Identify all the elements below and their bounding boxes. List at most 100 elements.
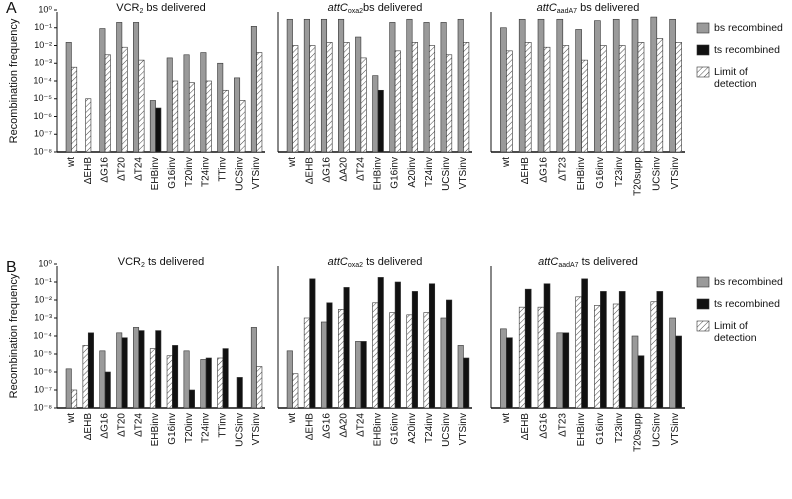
- bar: [612, 18, 620, 153]
- bar: [222, 348, 229, 409]
- bar: [440, 317, 447, 409]
- bar: [326, 302, 333, 409]
- bar: [355, 36, 362, 153]
- x-tick-label: T24inv: [201, 157, 212, 187]
- x-tick-label: T23inv: [614, 157, 625, 187]
- x-tick-label: ΔT20: [117, 413, 128, 437]
- bar: [360, 57, 367, 153]
- bar: [320, 321, 328, 409]
- title-part: 2: [139, 8, 143, 15]
- bar: [200, 359, 207, 409]
- bar: [618, 45, 626, 153]
- bar: [406, 314, 413, 409]
- title-part: oxa2: [348, 8, 363, 15]
- x-tick-label: wt: [66, 157, 77, 168]
- bar: [155, 330, 162, 409]
- bar: [155, 107, 162, 153]
- bar: [71, 66, 78, 153]
- y-tick-label: 10⁻³: [34, 312, 52, 322]
- bar: [506, 337, 513, 409]
- bar: [669, 18, 676, 153]
- bar: [172, 80, 179, 153]
- panel-title: attCaadA7 bs delivered: [537, 2, 640, 15]
- title-part: bs delivered: [143, 2, 205, 14]
- bar: [121, 337, 128, 409]
- bar: [239, 100, 246, 153]
- y-tick-label: 10⁻⁴: [33, 330, 52, 340]
- x-tick-label: ΔG16: [100, 157, 111, 183]
- title-part: oxa2: [348, 262, 363, 269]
- y-tick-label: 10⁻⁸: [33, 402, 52, 412]
- bar: [600, 291, 607, 409]
- title-part: aadA7: [557, 8, 577, 15]
- x-tick-label: G16inv: [390, 413, 401, 445]
- bar: [372, 75, 379, 153]
- bar: [256, 52, 263, 153]
- title-part: attC: [328, 256, 348, 268]
- title-part: bs delivered: [363, 2, 422, 14]
- legend-entry: ts recombined: [714, 44, 780, 56]
- y-tick-label: 10⁻⁴: [33, 75, 52, 85]
- x-tick-label: UCSinv: [234, 157, 245, 191]
- x-tick-label: G16inv: [167, 413, 178, 445]
- x-tick-label: UCSinv: [234, 413, 245, 447]
- bar: [104, 371, 111, 409]
- x-tick-label: UCSinv: [651, 157, 662, 191]
- legend-label: ts recombined: [714, 298, 780, 310]
- bar: [594, 305, 601, 409]
- bar: [575, 296, 582, 409]
- y-tick-label: 10⁻⁵: [34, 93, 53, 103]
- legend-swatch: [696, 66, 710, 78]
- x-tick-label: ΔT20: [117, 157, 128, 181]
- bar: [463, 42, 470, 153]
- bar: [637, 42, 645, 153]
- bar: [133, 22, 140, 153]
- bar: [338, 309, 345, 409]
- bar: [581, 278, 588, 409]
- bar: [656, 38, 664, 153]
- x-tick-label: VTSinv: [670, 413, 681, 445]
- y-tick-label: 10⁻⁶: [34, 111, 53, 121]
- y-tick-label: 10⁻⁷: [34, 129, 52, 139]
- bar: [675, 335, 682, 409]
- bar: [524, 42, 532, 153]
- x-tick-label: A20inv: [407, 413, 418, 444]
- x-tick-label: EHBinv: [576, 157, 587, 190]
- bar: [556, 18, 564, 153]
- x-tick-label: EHBinv: [373, 157, 384, 190]
- y-tick-label: 10⁻¹: [34, 22, 52, 32]
- legend-label: Limit of detection: [714, 66, 757, 90]
- x-tick-label: ΔT24: [133, 157, 144, 181]
- y-tick-label: 10⁻⁸: [33, 146, 52, 156]
- title-part: attC: [328, 2, 348, 14]
- title-part: attC: [537, 2, 557, 14]
- bar: [309, 45, 316, 153]
- bar: [500, 27, 507, 153]
- x-tick-label: ΔT24: [133, 413, 144, 437]
- x-tick-label: wt: [501, 413, 512, 424]
- bar: [389, 312, 396, 409]
- panel-title: attCoxa2bs delivered: [328, 2, 423, 15]
- bar: [537, 18, 545, 153]
- x-tick-label: ΔEHB: [304, 157, 315, 185]
- bar: [423, 22, 430, 153]
- legend-label: ts recombined: [714, 44, 780, 56]
- x-tick-label: G16inv: [390, 157, 401, 189]
- bar: [205, 80, 212, 153]
- x-tick-label: VTSinv: [251, 157, 262, 189]
- bar: [377, 89, 384, 153]
- bar: [612, 303, 620, 409]
- x-tick-label: TTinv: [218, 413, 229, 438]
- x-tick-label: wt: [66, 413, 77, 424]
- legend-entry: Limit of detection: [714, 66, 757, 90]
- panel-label: B: [6, 259, 17, 276]
- x-tick-label: G16inv: [595, 157, 606, 189]
- bar: [581, 59, 588, 153]
- bar: [166, 57, 173, 153]
- title-part: attC: [538, 256, 558, 268]
- x-tick-label: T20inv: [184, 413, 195, 443]
- bar: [85, 98, 92, 153]
- x-tick-label: ΔT23: [557, 413, 568, 437]
- x-tick-label: VTSinv: [251, 413, 262, 445]
